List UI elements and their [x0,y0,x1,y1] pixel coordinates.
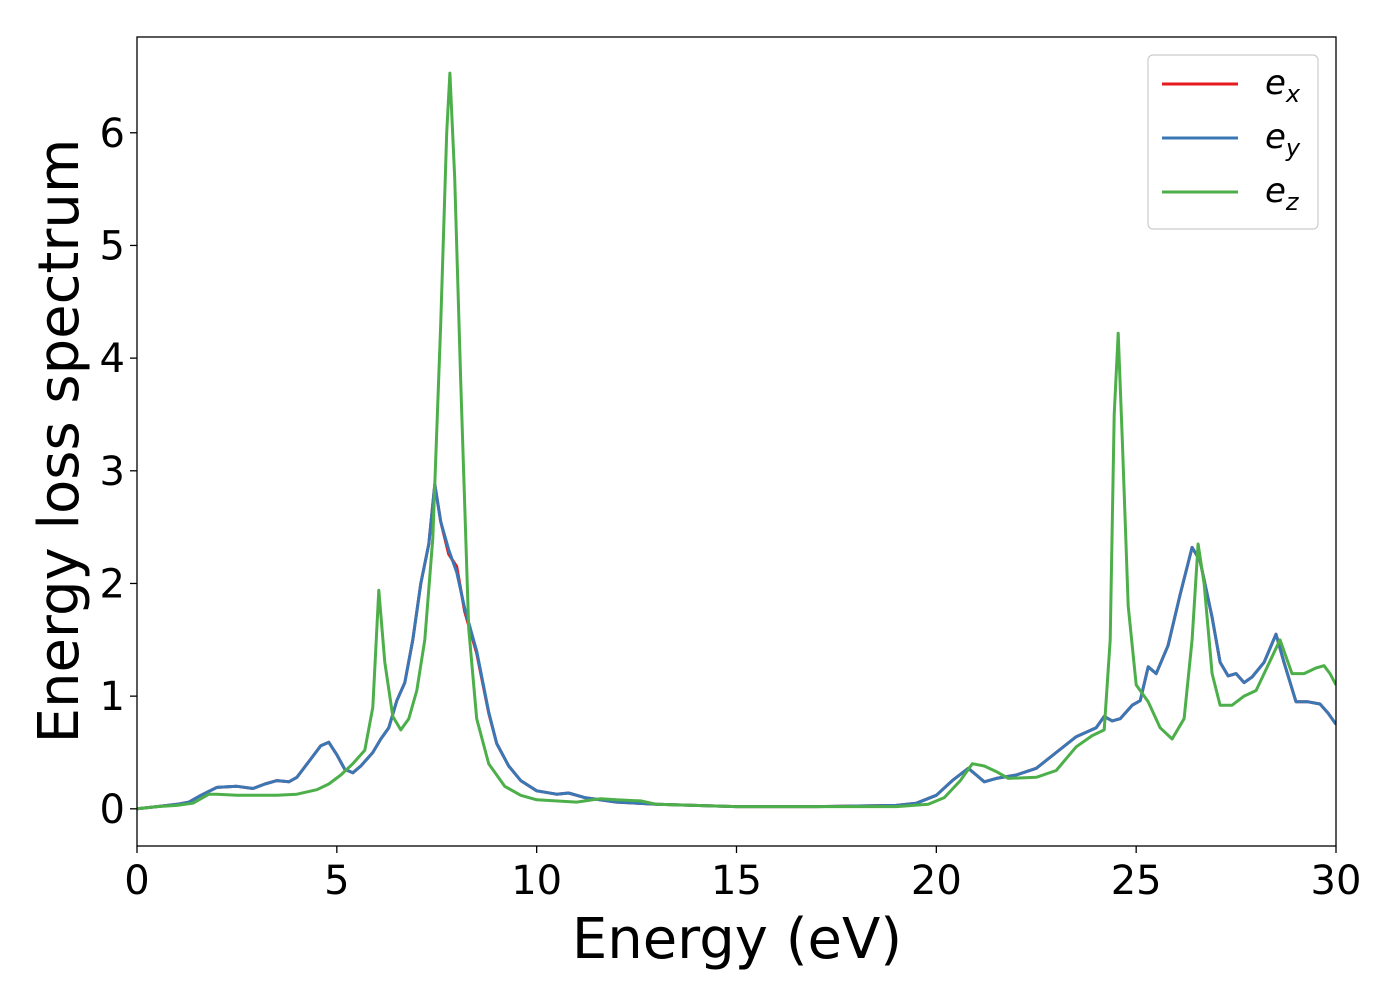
y-tick-label: 3 [100,449,125,495]
y-tick-label: 1 [100,674,125,720]
y-tick-label: 5 [100,223,125,269]
x-tick-label: 5 [324,858,349,904]
plot-area [136,36,1337,847]
x-tick-label: 20 [911,858,962,904]
x-tick-label: 10 [511,858,562,904]
legend-label-z: ez [1265,171,1300,216]
x-tick-label: 15 [711,858,762,904]
x-tick-label: 25 [1111,858,1162,904]
y-axis: 0 1 2 3 4 5 6 [100,111,137,833]
x-tick-label: 30 [1311,858,1362,904]
y-axis-title: Energy loss spectrum [27,139,92,744]
x-tick-label: 0 [124,858,149,904]
legend-box [1147,54,1319,230]
y-tick-label: 2 [100,561,125,607]
series-line-z [137,71,1336,811]
y-tick-label: 4 [100,336,125,382]
y-tick-label: 6 [100,111,125,157]
x-axis-title: Energy (eV) [572,907,902,972]
legend-label-y: ey [1265,117,1301,162]
x-axis: 0 5 10 15 20 25 30 [124,846,1361,904]
legend-label-x: ex [1265,63,1301,108]
y-tick-label: 0 [100,787,125,833]
legend: ex ey ez [1147,54,1319,230]
